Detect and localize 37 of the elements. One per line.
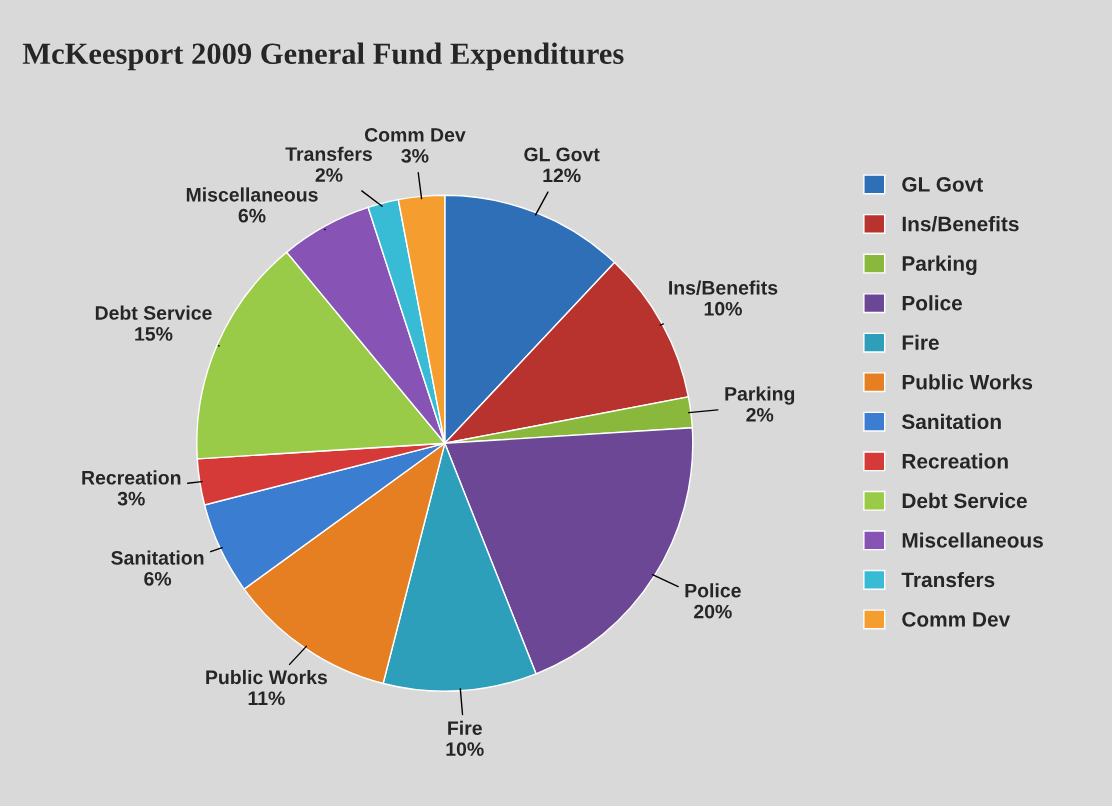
slice-label: Debt Service [95, 305, 212, 320]
data-label: 15% [135, 327, 173, 341]
data-label: 10% [704, 301, 742, 316]
slice-label: Miscellaneous [186, 187, 318, 202]
slice-label: Sanitation [111, 550, 204, 565]
slice-label: Fire [448, 720, 482, 736]
data-label: 12% [543, 168, 581, 183]
legend-label: Fire [902, 334, 939, 351]
legend-label: Comm Dev [902, 611, 1011, 627]
legend-label: Miscellaneous [902, 532, 1043, 548]
slice-label: Transfers [285, 146, 372, 161]
data-label: 11% [248, 691, 285, 706]
slice-label: Comm Dev [364, 128, 466, 142]
data-label: 3% [401, 148, 429, 163]
legend-label: Public Works [902, 374, 1033, 390]
chart-title: McKeesport 2009 General Fund Expenditures [22, 42, 624, 71]
slice-label: Ins/Benefits [669, 280, 778, 295]
slice-label: Recreation [82, 470, 181, 485]
data-label: 10% [446, 742, 484, 756]
data-label: 2% [315, 168, 343, 182]
data-label: 3% [117, 491, 145, 506]
legend-label: Recreation [902, 453, 1008, 469]
legend-label: Debt Service [902, 492, 1027, 509]
legend-label: Parking [902, 255, 977, 276]
legend-label: Police [902, 295, 963, 311]
data-label: 20% [694, 604, 732, 619]
data-label: 2% [746, 407, 774, 422]
data-label: 6% [144, 571, 172, 586]
legend-label: Transfers [901, 571, 995, 588]
data-label: 6% [238, 208, 266, 223]
slice-label: Public Works [206, 669, 327, 685]
legend-label: GL Govt [902, 177, 983, 192]
slice-label: Police [685, 583, 741, 598]
slice-label: Parking [725, 386, 795, 405]
legend-label: Ins/Benefits [902, 216, 1019, 232]
legend-label: Sanitation [901, 413, 1001, 430]
slice-label: GL Govt [524, 147, 600, 162]
